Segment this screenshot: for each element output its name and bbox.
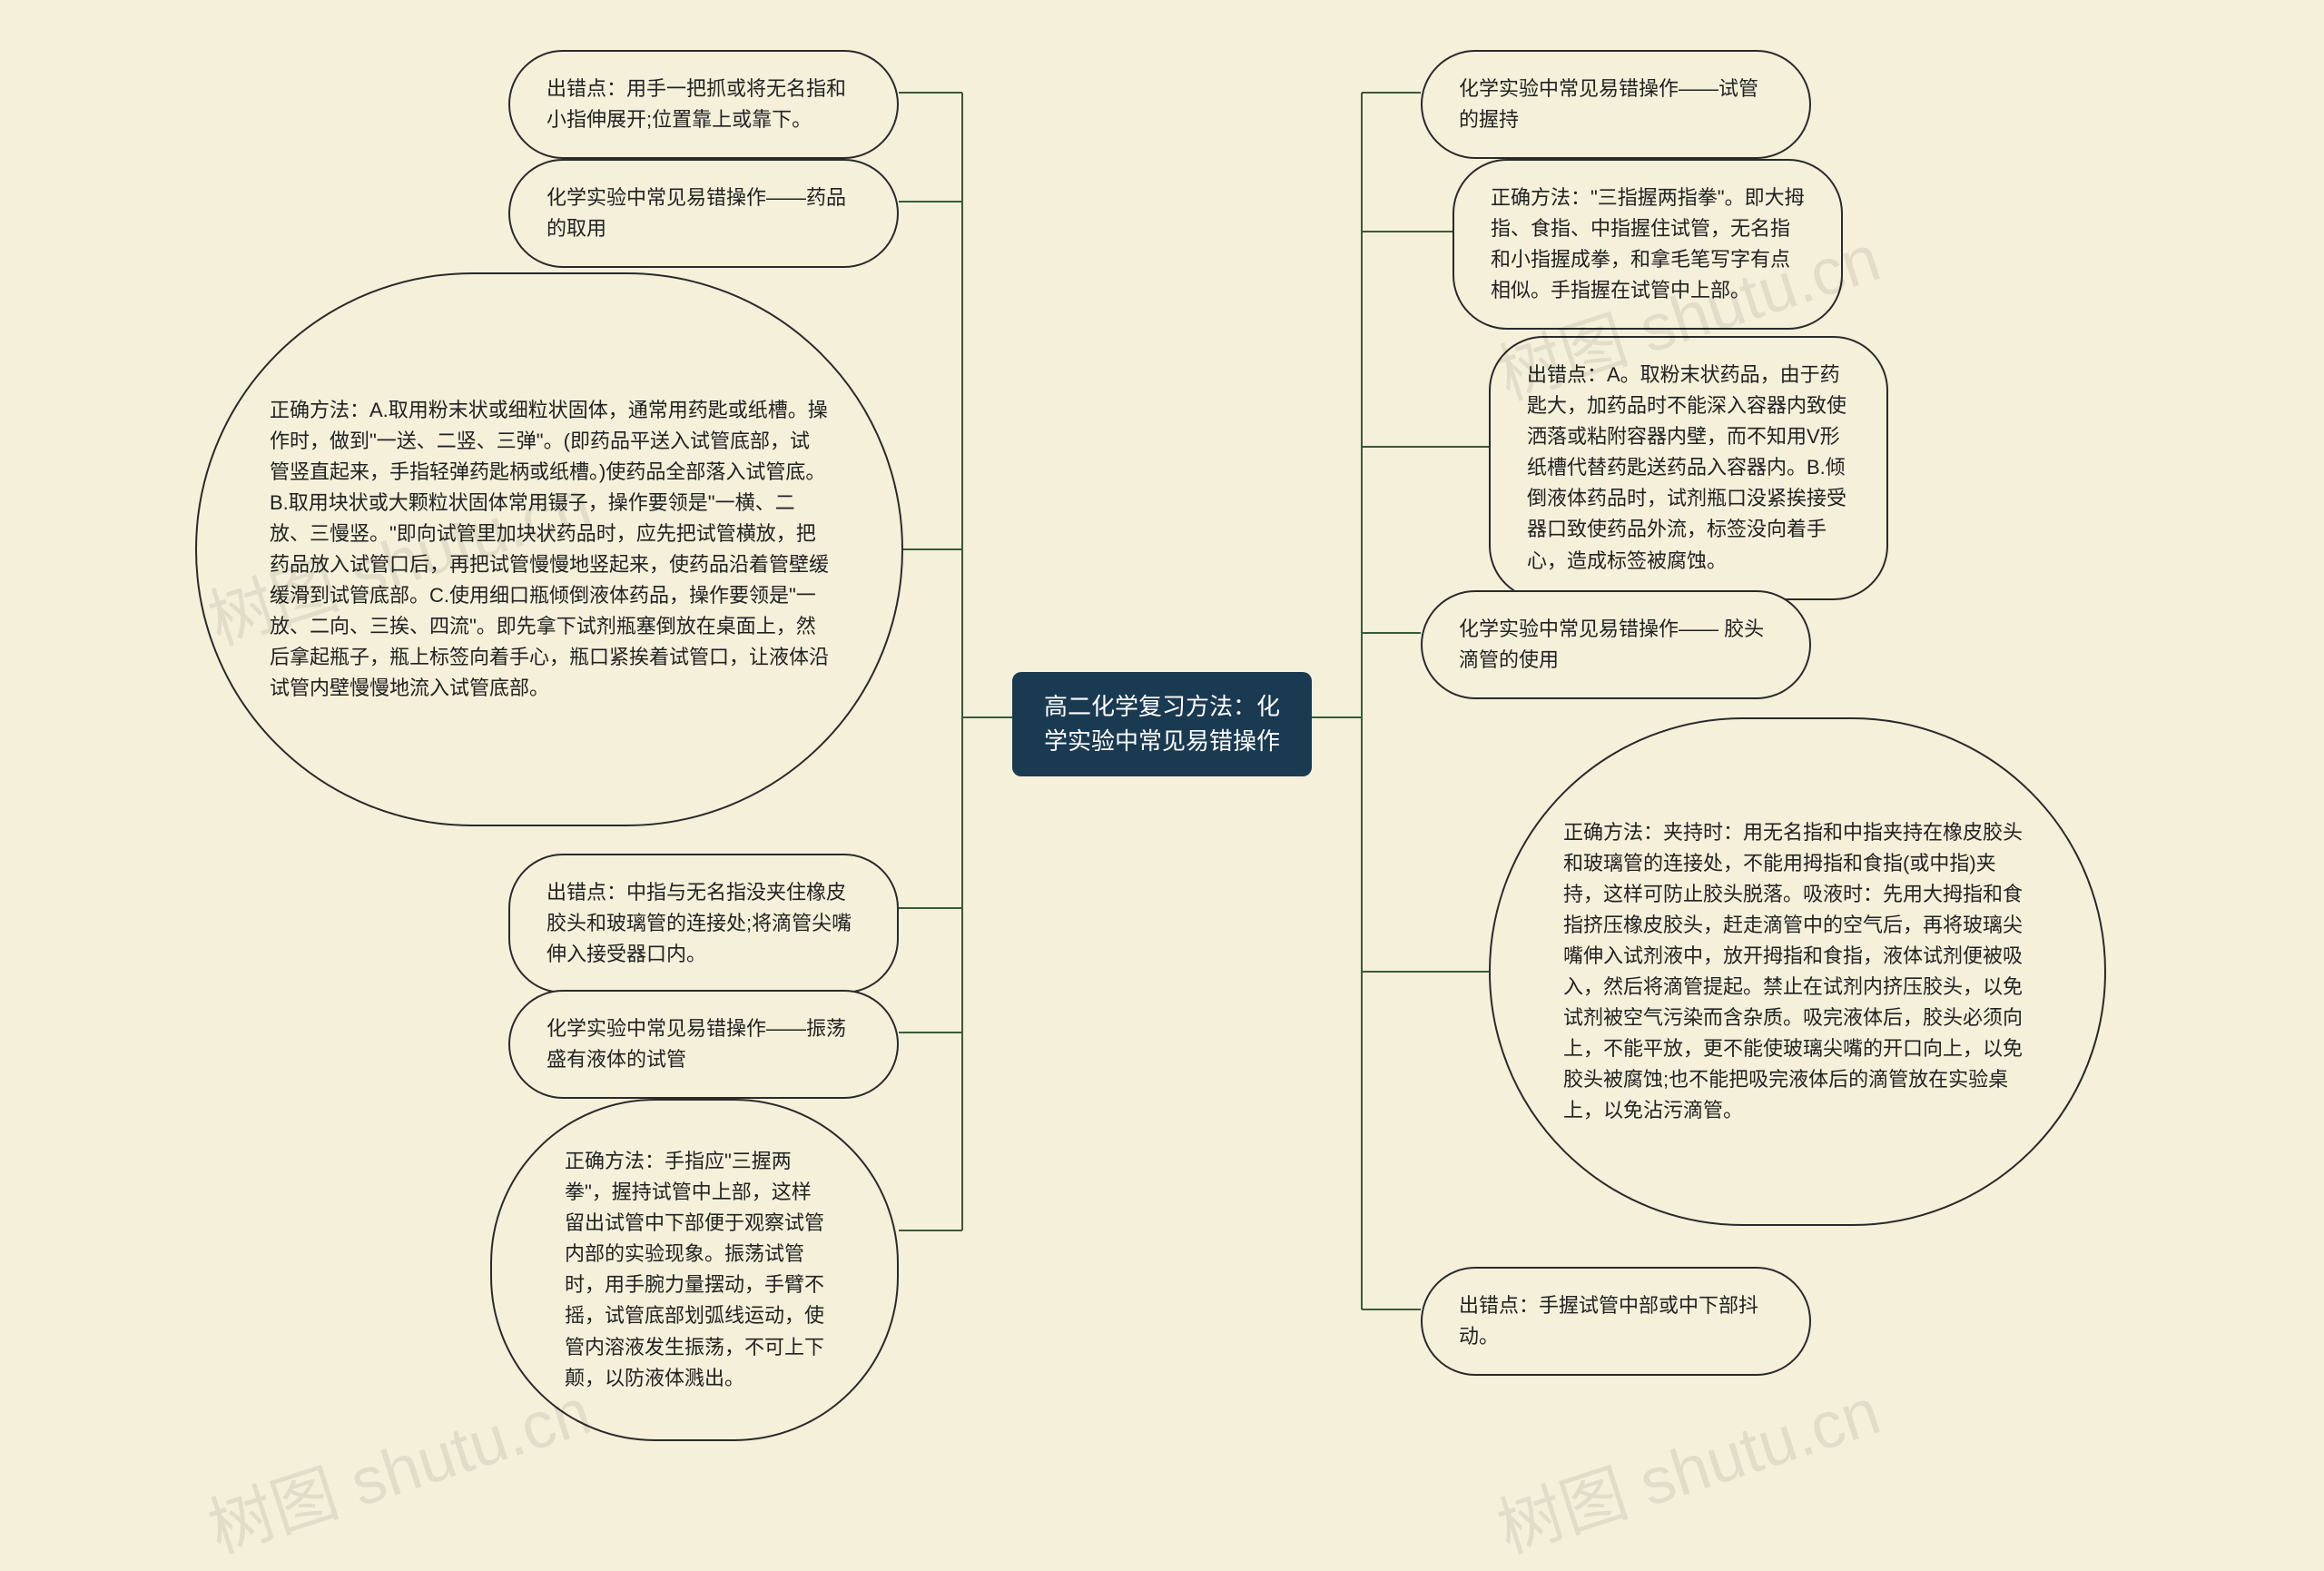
node-l1: 出错点：用手一把抓或将无名指和小指伸展开;位置靠上或靠下。 <box>508 50 899 159</box>
node-l3: 正确方法：A.取用粉末状或细粒状固体，通常用药匙或纸槽。操作时，做到"一送、二竖… <box>195 272 903 826</box>
node-l2: 化学实验中常见易错操作——药品的取用 <box>508 159 899 268</box>
node-r6: 出错点：手握试管中部或中下部抖动。 <box>1421 1267 1811 1376</box>
node-l4: 出错点：中指与无名指没夹住橡皮胶头和玻璃管的连接处;将滴管尖嘴伸入接受器口内。 <box>508 854 899 993</box>
mindmap-canvas: 高二化学复习方法：化学实验中常见易错操作 出错点：用手一把抓或将无名指和小指伸展… <box>0 0 2324 1487</box>
center-topic: 高二化学复习方法：化学实验中常见易错操作 <box>1012 672 1312 776</box>
node-r2: 正确方法："三指握两指拳"。即大拇指、食指、中指握住试管，无名指和小指握成拳，和… <box>1452 159 1843 330</box>
node-r5: 正确方法：夹持时：用无名指和中指夹持在橡皮胶头和玻璃管的连接处，不能用拇指和食指… <box>1489 717 2106 1226</box>
watermark: 树图 shutu.cn <box>1483 1358 1889 1571</box>
node-r3: 出错点：A。取粉末状药品，由于药匙大，加药品时不能深入容器内致使洒落或粘附容器内… <box>1489 336 1888 600</box>
node-l6: 正确方法：手指应"三握两拳"，握持试管中上部，这样留出试管中下部便于观察试管内部… <box>490 1099 899 1441</box>
node-r1: 化学实验中常见易错操作——试管的握持 <box>1421 50 1811 159</box>
node-r4: 化学实验中常见易错操作—— 胶头滴管的使用 <box>1421 590 1811 699</box>
node-l5: 化学实验中常见易错操作——振荡盛有液体的试管 <box>508 990 899 1099</box>
